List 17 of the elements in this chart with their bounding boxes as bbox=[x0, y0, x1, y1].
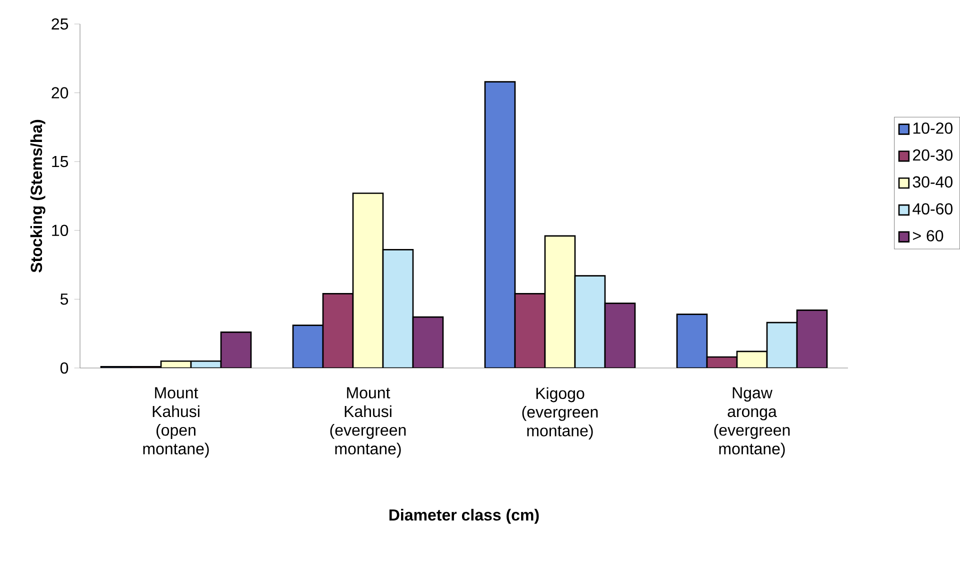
y-tick-label: 10 bbox=[52, 224, 68, 236]
legend-label: 20-30 bbox=[912, 149, 952, 161]
x-tick-label: Ngaw aronga (evergreen montane) bbox=[714, 387, 790, 458]
x-tick-label: Mount Kahusi (open montane) bbox=[143, 387, 209, 458]
y-tick-label: 15 bbox=[52, 156, 68, 168]
legend-label: 10-20 bbox=[913, 122, 952, 134]
x-tick-label: Kigogo (evergreen montane) bbox=[522, 387, 598, 440]
legend-label: > 60 bbox=[912, 230, 944, 242]
y-tick-label: 25 bbox=[52, 18, 68, 30]
legend-label: 40-60 bbox=[912, 203, 952, 215]
x-tick-label: Mount Kahusi (evergreen montane) bbox=[330, 387, 406, 458]
legend-label: 30-40 bbox=[912, 176, 952, 188]
y-tick-label: 0 bbox=[60, 362, 68, 374]
y-tick-label: 5 bbox=[60, 294, 68, 305]
y-tick-label: 20 bbox=[52, 87, 68, 98]
x-axis-title: Diameter class (cm) bbox=[389, 508, 539, 524]
y-axis-title: Stocking (Stems/ha) bbox=[30, 120, 46, 272]
